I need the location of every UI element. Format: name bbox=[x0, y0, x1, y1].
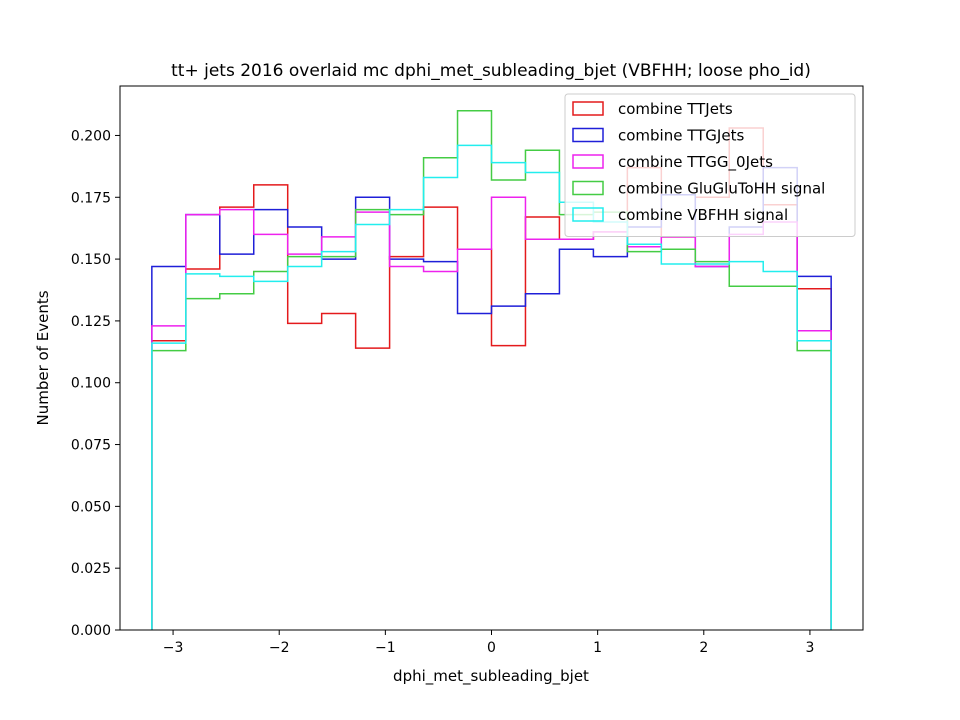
x-tick-label: −2 bbox=[269, 640, 290, 656]
x-tick-label: 3 bbox=[805, 640, 814, 656]
legend-label-combine-ttgg-0jets: combine TTGG_0Jets bbox=[618, 153, 773, 172]
y-axis-label: Number of Events bbox=[34, 290, 52, 425]
legend-swatch-combine-ttgg-0jets bbox=[572, 154, 604, 169]
legend-box bbox=[564, 93, 856, 237]
legend-label-combine-ttgjets: combine TTGJets bbox=[618, 127, 744, 145]
y-tick-label: 0.200 bbox=[71, 128, 111, 144]
chart-title: tt+ jets 2016 overlaid mc dphi_met_suble… bbox=[171, 61, 811, 81]
y-axis: 0.000 0.025 0.050 0.075 0.100 0.125 0.150 0.175… bbox=[71, 128, 120, 639]
y-tick-label: 0.025 bbox=[71, 561, 111, 577]
x-tick-label: 0 bbox=[487, 640, 496, 656]
y-tick-label: 0.125 bbox=[71, 314, 111, 330]
axes-frame bbox=[119, 85, 864, 631]
y-tick-label: 0.050 bbox=[71, 499, 111, 515]
x-tick-label: 1 bbox=[593, 640, 602, 656]
legend-swatch-combine-vbfhh-signal bbox=[572, 207, 604, 222]
y-tick-label: 0.150 bbox=[71, 252, 111, 268]
y-tick-label: 0.175 bbox=[71, 190, 111, 206]
y-tick-label: 0.075 bbox=[71, 438, 111, 454]
x-tick-label: 2 bbox=[699, 640, 708, 656]
x-axis-label: dphi_met_subleading_bjet bbox=[393, 667, 589, 686]
y-tick-label: 0.100 bbox=[71, 376, 111, 392]
x-axis: −3 −2 −1 0 1 2 3 bbox=[163, 630, 814, 656]
legend: combine TTJets combine TTGJets combine TTG… bbox=[564, 93, 856, 237]
legend-label-combine-ttjets: combine TTJets bbox=[618, 100, 733, 118]
legend-swatch-combine-ttjets bbox=[572, 101, 604, 116]
legend-swatch-combine-gluglutohh-signal bbox=[572, 180, 604, 196]
y-tick-label: 0.000 bbox=[71, 623, 111, 639]
series-combine-ttgg-0jets-histogram bbox=[151, 196, 832, 630]
legend-swatch-combine-ttgjets bbox=[572, 127, 604, 143]
x-tick-label: −3 bbox=[163, 640, 184, 656]
x-tick-label: −1 bbox=[375, 640, 396, 656]
legend-label-combine-gluglutohh-signal: combine GluGluToHH signal bbox=[618, 180, 825, 198]
legend-label-combine-vbfhh-signal: combine VBFHH signal bbox=[618, 206, 788, 224]
series-combine-vbfhh-signal-histogram bbox=[151, 144, 832, 630]
